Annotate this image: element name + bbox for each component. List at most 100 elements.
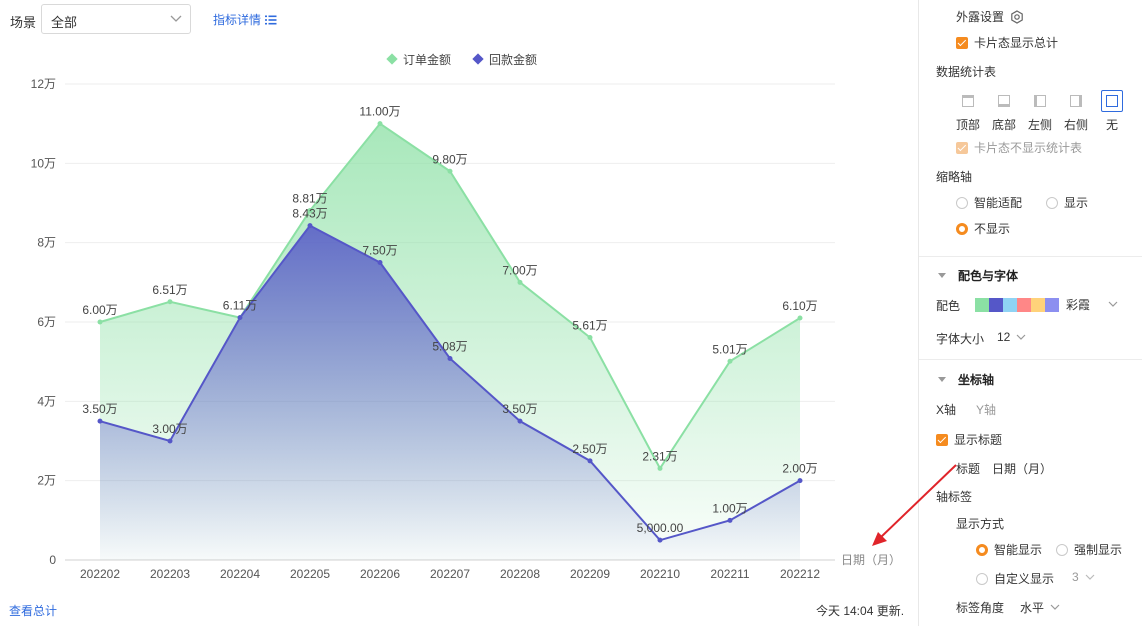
chevron-down-icon: [1085, 574, 1095, 580]
x-tick-label: 202208: [500, 567, 540, 581]
position-left-option[interactable]: 左侧: [1026, 90, 1054, 133]
series-area: [100, 225, 800, 561]
chevron-down-icon: [170, 15, 182, 22]
metric-detail-link[interactable]: 指标详情: [213, 11, 277, 28]
tab-x-axis[interactable]: X轴: [936, 403, 957, 417]
display-custom-radio[interactable]: 自定义显示: [976, 570, 1054, 587]
checkbox-checked-icon: [936, 433, 948, 446]
thumb-smart-radio[interactable]: 智能适配: [956, 194, 1022, 211]
card-hide-stats-checkbox[interactable]: 卡片态不显示统计表: [956, 139, 1082, 156]
data-label: 5,000.00: [637, 521, 684, 535]
color-font-title: 配色与字体: [958, 269, 1019, 283]
data-label: 2.31万: [642, 449, 677, 463]
data-label: 9.80万: [432, 152, 467, 166]
title-input[interactable]: 日期（月）: [992, 462, 1053, 476]
layout-left-icon: [1029, 90, 1051, 112]
data-label: 2.00万: [782, 462, 817, 476]
position-bottom-label: 底部: [991, 118, 1016, 132]
card-show-total-checkbox[interactable]: 卡片态显示总计: [956, 34, 1058, 51]
panel-divider: [918, 0, 919, 626]
y-tick-label: 8万: [37, 236, 56, 250]
radio-off-icon: [976, 572, 988, 585]
view-total-link[interactable]: 查看总计: [9, 604, 58, 618]
thumb-smart-label: 智能适配: [974, 196, 1023, 210]
section-divider: [919, 359, 1142, 360]
x-tick-label: 202204: [220, 567, 260, 581]
palette-name: 彩霞: [1066, 298, 1091, 312]
palette-swatch: [1003, 297, 1017, 312]
thumb-axis-title: 缩略轴: [936, 170, 973, 184]
thumb-show-label: 显示: [1064, 196, 1089, 210]
data-point: [517, 418, 523, 424]
palette-swatch: [1017, 297, 1031, 312]
font-size-select[interactable]: 12: [997, 330, 1026, 344]
data-label: 2.50万: [572, 442, 607, 456]
axis-section-header[interactable]: 坐标轴: [938, 371, 994, 388]
font-size-value: 12: [997, 330, 1011, 344]
legend-label: 订单金额: [403, 52, 451, 67]
data-label: 6.00万: [82, 303, 117, 317]
layout-bottom-icon: [993, 90, 1015, 112]
y-tick-label: 10万: [31, 156, 56, 170]
data-point: [377, 260, 383, 265]
axis-title: 坐标轴: [958, 373, 995, 387]
y-tick-label: 6万: [37, 315, 56, 329]
checkbox-disabled-icon: [956, 141, 968, 154]
position-none-label: 无: [1105, 118, 1118, 132]
caret-down-icon: [938, 377, 946, 382]
position-none-option[interactable]: 无: [1098, 90, 1126, 133]
x-tick-label: 202212: [780, 567, 820, 581]
custom-count-value: 3: [1072, 570, 1079, 584]
display-mode-label: 显示方式: [956, 517, 1005, 531]
data-label: 6.51万: [152, 283, 187, 297]
position-right-option[interactable]: 右侧: [1062, 90, 1090, 133]
position-top-option[interactable]: 顶部: [954, 90, 982, 133]
data-point: [167, 438, 173, 444]
y-tick-label: 12万: [31, 77, 56, 91]
data-label: 6.10万: [782, 299, 817, 313]
x-tick-label: 202207: [430, 567, 470, 581]
data-label: 5.08万: [432, 339, 467, 353]
data-point: [447, 168, 453, 174]
exposure-settings-title: 外露设置: [956, 10, 1005, 24]
update-time-text: 今天 14:04 更新.: [816, 604, 905, 618]
label-angle-select[interactable]: 水平: [1020, 599, 1060, 616]
x-tick-label: 202211: [710, 567, 749, 581]
thumb-hide-radio[interactable]: 不显示: [956, 220, 1010, 237]
data-label: 11.00万: [359, 105, 400, 119]
chevron-down-icon: [1050, 604, 1060, 610]
data-point: [657, 537, 663, 543]
stats-table-title: 数据统计表: [936, 65, 997, 79]
color-font-section-header[interactable]: 配色与字体: [938, 267, 1018, 284]
gear-icon[interactable]: [1010, 9, 1024, 24]
radio-off-icon: [956, 196, 968, 209]
show-title-checkbox[interactable]: 显示标题: [936, 431, 1002, 448]
chevron-down-icon[interactable]: [1108, 301, 1118, 308]
label-angle-label: 标签角度: [956, 601, 1005, 615]
thumb-hide-label: 不显示: [974, 222, 1011, 236]
position-bottom-option[interactable]: 底部: [990, 90, 1018, 133]
x-tick-label: 202209: [570, 567, 610, 581]
thumb-show-radio[interactable]: 显示: [1046, 194, 1088, 211]
legend-label: 回款金额: [489, 52, 537, 67]
layout-none-icon: [1101, 90, 1123, 112]
custom-count-select[interactable]: 3: [1072, 570, 1095, 584]
data-label: 1.00万: [712, 501, 747, 515]
display-smart-radio[interactable]: 智能显示: [976, 541, 1042, 558]
data-point: [237, 315, 243, 321]
radio-off-icon: [1046, 196, 1058, 209]
caret-down-icon: [938, 273, 946, 278]
display-force-label: 强制显示: [1074, 543, 1123, 557]
data-label: 7.50万: [362, 244, 397, 258]
data-label: 3.50万: [502, 402, 537, 416]
scene-select[interactable]: 全部: [41, 4, 191, 34]
data-point: [657, 465, 663, 471]
palette-select[interactable]: 彩霞: [975, 296, 1090, 313]
x-tick-label: 202202: [80, 567, 120, 581]
data-point: [377, 121, 383, 127]
data-point: [797, 478, 803, 484]
legend-marker: [386, 53, 398, 65]
display-force-radio[interactable]: 强制显示: [1056, 541, 1122, 558]
card-show-total-label: 卡片态显示总计: [974, 36, 1059, 50]
tab-y-axis[interactable]: Y轴: [976, 403, 997, 417]
